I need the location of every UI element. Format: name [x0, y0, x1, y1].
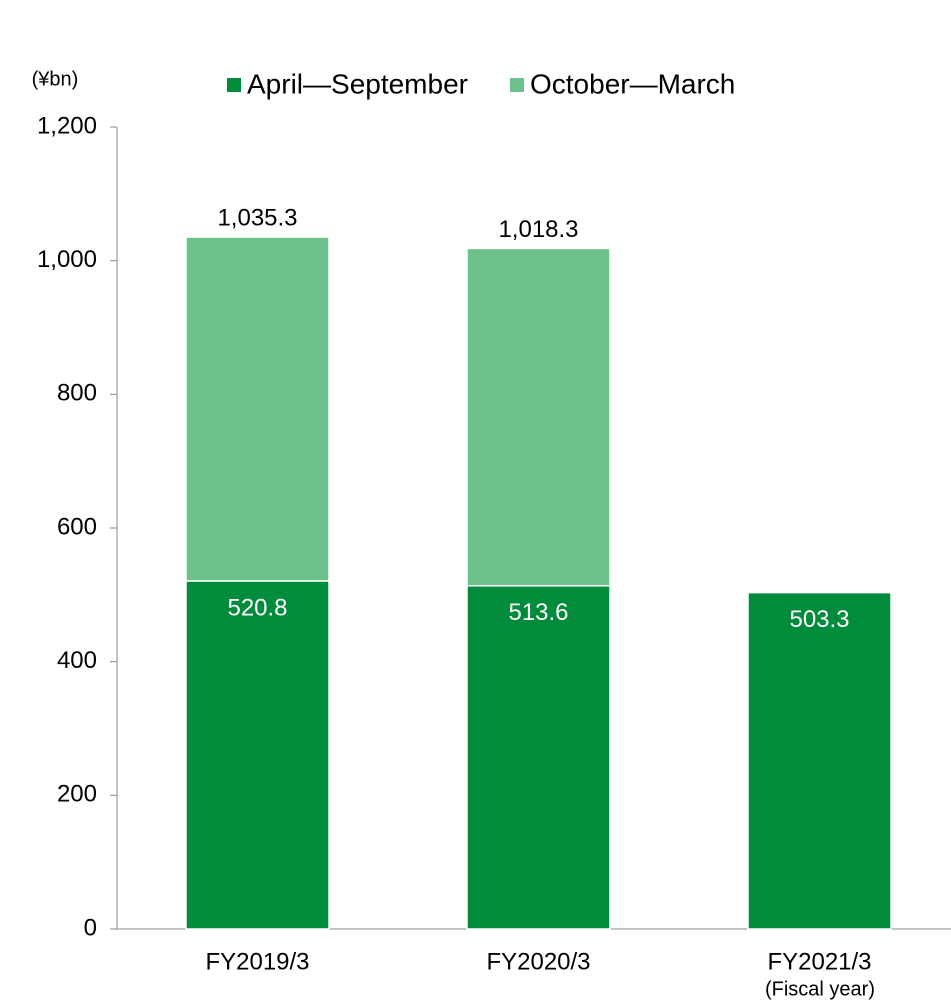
- bar-segment: [185, 236, 330, 582]
- total-label: 1,035.3: [217, 204, 297, 231]
- total-label: 1,018.3: [498, 216, 578, 243]
- value-label: 520.8: [227, 594, 287, 621]
- x-tick-label: FY2019/3: [205, 948, 309, 975]
- x-note: (Fiscal year): [765, 978, 875, 1000]
- legend-label: October—March: [530, 68, 735, 99]
- bar-segment: [466, 247, 611, 587]
- unit-label: (¥bn): [32, 68, 79, 90]
- legend-swatch: [509, 78, 524, 92]
- y-tick-label: 200: [57, 781, 97, 808]
- bar-segment: [185, 580, 330, 930]
- bar-segment: [747, 591, 892, 930]
- bar-segment: [466, 584, 611, 930]
- y-tick-label: 800: [57, 380, 97, 407]
- y-tick-label: 600: [57, 513, 97, 540]
- y-tick-label: 400: [57, 647, 97, 674]
- legend-swatch: [227, 78, 241, 92]
- x-tick-label: FY2021/3: [767, 948, 871, 975]
- legend-label: April—September: [247, 68, 468, 99]
- y-tick-label: 1,200: [37, 112, 97, 139]
- value-label: 513.6: [508, 599, 568, 626]
- y-tick-label: 0: [84, 914, 97, 941]
- y-tick-label: 1,000: [37, 246, 97, 273]
- x-tick-label: FY2020/3: [486, 948, 590, 975]
- value-label: 503.3: [789, 606, 849, 633]
